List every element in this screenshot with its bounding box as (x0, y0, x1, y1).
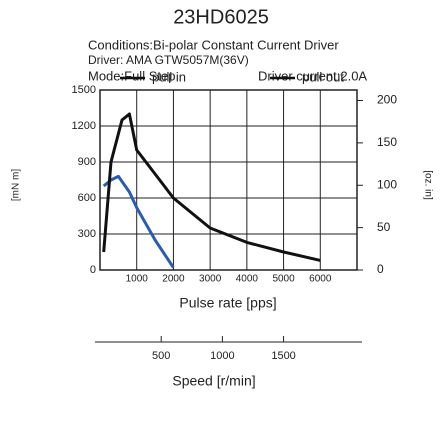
y-tick-label: 0 (90, 264, 96, 276)
series-line (102, 112, 321, 262)
y-tick-label: 1500 (72, 84, 96, 96)
x-tick-label: 3000 (199, 274, 222, 285)
series-line (102, 174, 175, 269)
y2-axis-label: [oz. in] (422, 170, 433, 200)
y2-tick-label: 150 (377, 135, 397, 149)
x2-tick-label: 1000 (210, 350, 234, 362)
y-tick-label: 600 (78, 192, 96, 204)
condition: Mode:Full Step (88, 68, 175, 83)
y-tick-label: 300 (78, 228, 96, 240)
plot-frame (99, 89, 358, 271)
y2-tick-label: 200 (377, 93, 397, 107)
y2-tick-label: 100 (377, 177, 397, 191)
condition: Driver current:2.0A (258, 68, 367, 83)
condition: Driver: AMA GTW5057M(36V) (88, 53, 249, 67)
x-axis-label: Pulse rate [pps] (179, 295, 276, 311)
x-tick-label: 4000 (236, 274, 259, 285)
condition: Conditions:Bi-polar Constant Current Dri… (88, 37, 339, 52)
legend-label: pull out (302, 69, 344, 84)
y-axis-label: [mN m] (11, 169, 22, 201)
legend-label: pull in (152, 69, 186, 84)
y2-tick-label: 0 (377, 262, 384, 276)
x2-tick-label: 1500 (271, 350, 295, 362)
x-tick-label: 1000 (126, 274, 149, 285)
chart-title: 23HD6025 (173, 6, 269, 28)
x2-axis-label: Speed [r/min] (172, 373, 255, 389)
x-tick-label: 6000 (309, 274, 332, 285)
x-tick-label: 2000 (162, 274, 185, 285)
y-tick-label: 900 (78, 156, 96, 168)
y2-tick-label: 50 (377, 220, 391, 234)
y-tick-label: 1200 (72, 120, 96, 132)
x-tick-label: 5000 (272, 274, 295, 285)
x2-tick-label: 500 (152, 350, 170, 362)
